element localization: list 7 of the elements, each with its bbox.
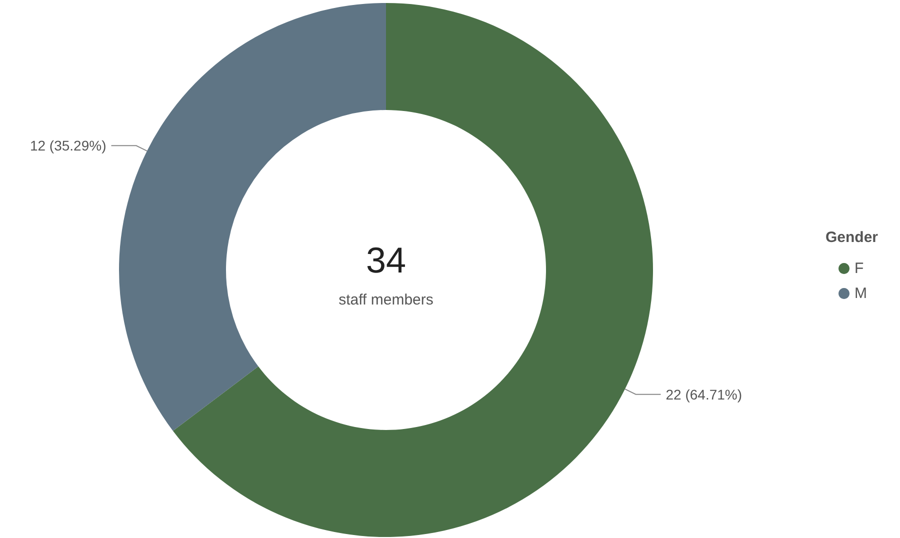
legend-label: M [854,285,868,302]
text: 34 [366,240,406,280]
text: staff members [338,292,434,308]
legend-label: F [854,260,864,277]
data-label: 22 (64.71%) [666,386,742,402]
data-label: 12 (35.29%) [30,138,106,154]
legend-title: Gender [825,229,878,246]
